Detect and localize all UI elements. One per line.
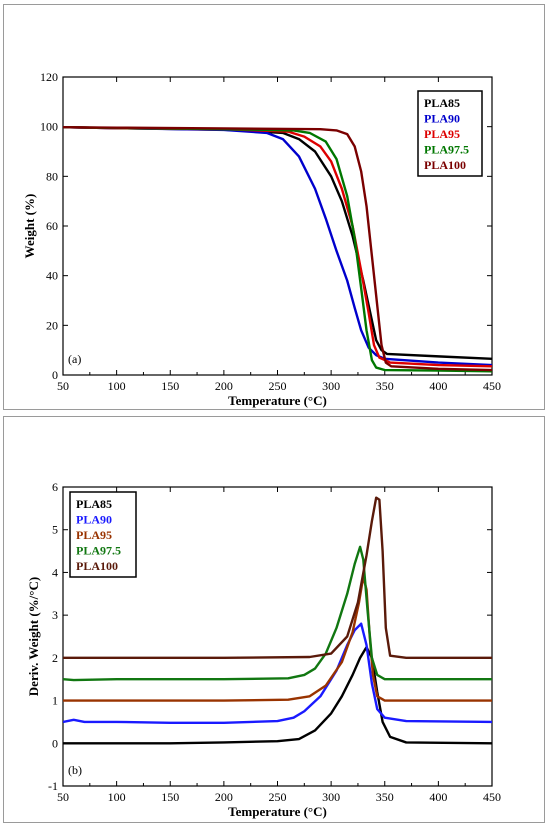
x-tick-label: 350 xyxy=(376,379,394,393)
panel-label: (a) xyxy=(68,352,81,366)
legend-entry: PLA85 xyxy=(76,497,112,511)
x-tick-label: 300 xyxy=(322,379,340,393)
legend-entry: PLA95 xyxy=(76,528,112,542)
series-line-pla85 xyxy=(63,645,492,745)
y-tick-label: 0 xyxy=(52,736,58,750)
y-tick-label: 5 xyxy=(52,523,58,537)
y-axis-title: Deriv. Weight (%/°C) xyxy=(26,577,41,696)
legend-entry: PLA90 xyxy=(76,513,112,527)
legend-entry: PLA100 xyxy=(424,158,466,172)
chart-panel-a: 50 100 150 200 250 300 350 400 450 0 20 40 60 80 100 12… xyxy=(3,4,545,410)
legend-box xyxy=(69,491,137,578)
y-tick-label: 1 xyxy=(52,694,58,708)
x-tick-label: 250 xyxy=(269,790,287,804)
y-tick-label: 60 xyxy=(46,219,58,233)
y-tick-label: 80 xyxy=(46,169,58,183)
series-line-pla97-5 xyxy=(63,545,492,682)
y-tick-label: 3 xyxy=(52,608,58,622)
series-line-pla100 xyxy=(63,125,492,372)
chart-panel-b: 50 100 150 200 250 300 350 400 450 -1 0 1 2 3 4 5 6 Tempe… xyxy=(3,416,545,823)
y-tick-label: 20 xyxy=(46,318,58,332)
x-tick-label: 400 xyxy=(429,379,447,393)
x-axis-title: Temperature (°C) xyxy=(228,804,327,819)
x-tick-label: 450 xyxy=(483,790,501,804)
y-tick-label: 2 xyxy=(52,651,58,665)
tga-weight-chart: 50 100 150 200 250 300 350 400 450 0 20 40 60 80 100 12… xyxy=(22,70,501,408)
y-tick-label: -1 xyxy=(48,779,58,793)
x-tick-label: 200 xyxy=(215,790,233,804)
legend-entry: PLA97.5 xyxy=(76,544,121,558)
legend-entry: PLA97.5 xyxy=(424,143,469,157)
y-tick-label: 4 xyxy=(52,565,58,579)
panel-label: (b) xyxy=(68,763,82,777)
dtg-derivative-chart: 50 100 150 200 250 300 350 400 450 -1 0 1 2 3 4 5 6 Tempe… xyxy=(26,480,501,819)
legend-entry: PLA100 xyxy=(76,559,118,573)
x-tick-label: 200 xyxy=(215,379,233,393)
legend-box xyxy=(417,90,483,177)
y-tick-label: 100 xyxy=(40,120,58,134)
x-tick-label: 250 xyxy=(269,379,287,393)
series-line-pla95 xyxy=(63,575,492,702)
y-tick-label: 6 xyxy=(52,480,58,494)
x-tick-label: 50 xyxy=(57,790,69,804)
y-tick-label: 40 xyxy=(46,269,58,283)
series-line-pla100 xyxy=(63,496,492,660)
x-tick-label: 50 xyxy=(57,379,69,393)
legend-entry: PLA90 xyxy=(424,112,460,126)
series-line-pla90 xyxy=(63,622,492,724)
x-tick-label: 100 xyxy=(108,379,126,393)
y-axis-title: Weight (%) xyxy=(22,194,37,259)
x-tick-label: 400 xyxy=(429,790,447,804)
x-tick-label: 150 xyxy=(161,379,179,393)
legend-entry: PLA85 xyxy=(424,96,460,110)
x-axis-title: Temperature (°C) xyxy=(228,393,327,408)
x-tick-label: 350 xyxy=(376,790,394,804)
y-tick-label: 0 xyxy=(52,368,58,382)
y-tick-label: 120 xyxy=(40,70,58,84)
x-tick-label: 450 xyxy=(483,379,501,393)
x-tick-label: 100 xyxy=(108,790,126,804)
x-tick-label: 150 xyxy=(161,790,179,804)
x-tick-label: 300 xyxy=(322,790,340,804)
legend-entry: PLA95 xyxy=(424,127,460,141)
